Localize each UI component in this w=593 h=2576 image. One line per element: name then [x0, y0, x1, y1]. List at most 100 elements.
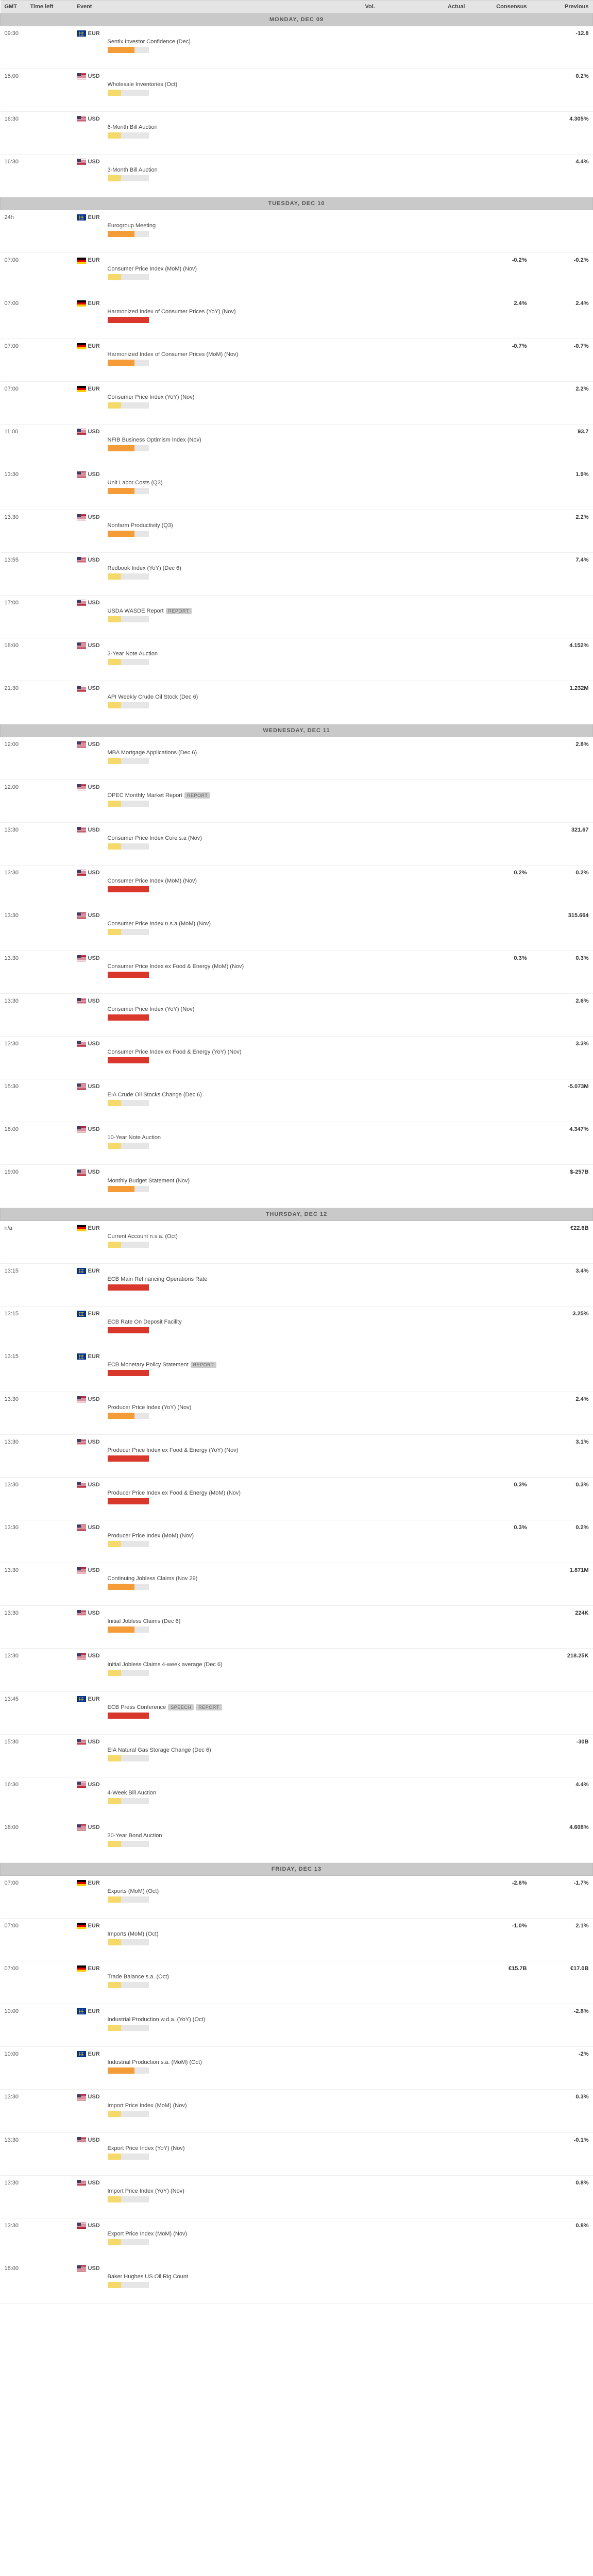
event-name[interactable]: Consumer Price Index (MoM) (Nov)	[108, 266, 357, 272]
event-cell[interactable]: USD3-Year Note Auction	[73, 638, 361, 681]
event-row[interactable]: n/aEURCurrent Account n.s.a. (Oct)€22.6B	[1, 1221, 593, 1263]
event-cell[interactable]: USDProducer Price Index ex Food & Energy…	[73, 1478, 361, 1520]
event-cell[interactable]: EUREurogroup Meeting	[73, 210, 361, 253]
event-name[interactable]: Exports (MoM) (Oct)	[108, 1888, 357, 1894]
event-name[interactable]: 6-Month Bill Auction	[108, 124, 357, 130]
event-cell[interactable]: EURSentix Investor Confidence (Dec)	[73, 26, 361, 69]
event-row[interactable]: 18:00USDBaker Hughes US Oil Rig Count	[1, 2261, 593, 2303]
event-name[interactable]: Current Account n.s.a. (Oct)	[108, 1233, 357, 1240]
event-name[interactable]: Industrial Production w.d.a. (YoY) (Oct)	[108, 2016, 357, 2023]
event-name[interactable]: ECB Main Refinancing Operations Rate	[108, 1276, 357, 1282]
event-name[interactable]: Consumer Price Index (YoY) (Nov)	[108, 1006, 357, 1012]
event-row[interactable]: 13:30USDExport Price Index (MoM) (Nov)0.…	[1, 2218, 593, 2261]
event-cell[interactable]: USDOPEC Monthly Market ReportREPORT	[73, 779, 361, 822]
event-row[interactable]: 13:30USDConsumer Price Index (MoM) (Nov)…	[1, 865, 593, 908]
event-row[interactable]: 12:00USDMBA Mortgage Applications (Dec 6…	[1, 737, 593, 779]
event-row[interactable]: 07:00EURHarmonized Index of Consumer Pri…	[1, 338, 593, 381]
event-row[interactable]: 18:00USD3-Year Note Auction4.152%	[1, 638, 593, 681]
event-name[interactable]: Initial Jobless Claims 4-week average (D…	[108, 1662, 357, 1668]
event-cell[interactable]: EURECB Rate On Deposit Facility	[73, 1306, 361, 1349]
event-cell[interactable]: USDUnit Labor Costs (Q3)	[73, 467, 361, 510]
event-name[interactable]: API Weekly Crude Oil Stock (Dec 6)	[108, 694, 357, 700]
event-name[interactable]: Export Price Index (MoM) (Nov)	[108, 2231, 357, 2237]
event-row[interactable]: 13:30USDInitial Jobless Claims 4-week av…	[1, 1649, 593, 1691]
event-row[interactable]: 15:30USDEIA Crude Oil Stocks Change (Dec…	[1, 1079, 593, 1122]
event-cell[interactable]: USDEIA Natural Gas Storage Change (Dec 6…	[73, 1734, 361, 1777]
hdr-timeleft[interactable]: Time left	[26, 1, 73, 13]
event-row[interactable]: 13:30USDUnit Labor Costs (Q3)1.9%	[1, 467, 593, 510]
event-name[interactable]: Monthly Budget Statement (Nov)	[108, 1178, 357, 1184]
event-row[interactable]: 19:00USDMonthly Budget Statement (Nov)$-…	[1, 1165, 593, 1208]
hdr-gmt[interactable]: GMT	[1, 1, 26, 13]
event-row[interactable]: 13:30USDExport Price Index (YoY) (Nov)-0…	[1, 2132, 593, 2175]
event-name[interactable]: Eurogroup Meeting	[108, 223, 357, 229]
event-cell[interactable]: USDInitial Jobless Claims 4-week average…	[73, 1649, 361, 1691]
event-cell[interactable]: USDUSDA WASDE ReportREPORT	[73, 596, 361, 638]
event-name[interactable]: 30-Year Bond Auction	[108, 1833, 357, 1839]
event-row[interactable]: 21:30USDAPI Weekly Crude Oil Stock (Dec …	[1, 681, 593, 724]
event-cell[interactable]: USDNonfarm Productivity (Q3)	[73, 510, 361, 553]
event-name[interactable]: Producer Price Index ex Food & Energy (Y…	[108, 1447, 357, 1453]
event-name[interactable]: Producer Price Index (MoM) (Nov)	[108, 1533, 357, 1539]
event-name[interactable]: Consumer Price Index ex Food & Energy (Y…	[108, 1049, 357, 1055]
event-name[interactable]: ECB Rate On Deposit Facility	[108, 1319, 357, 1325]
event-row[interactable]: 13:15EURECB Rate On Deposit Facility3.25…	[1, 1306, 593, 1349]
event-name[interactable]: EIA Natural Gas Storage Change (Dec 6)	[108, 1747, 357, 1753]
event-cell[interactable]: USDWholesale Inventories (Oct)	[73, 69, 361, 112]
event-name[interactable]: ECB Press ConferenceSPEECHREPORT	[108, 1704, 357, 1710]
event-row[interactable]: 07:00EURTrade Balance s.a. (Oct)€15.7B€1…	[1, 1961, 593, 2004]
event-name[interactable]: Initial Jobless Claims (Dec 6)	[108, 1618, 357, 1624]
event-name[interactable]: Consumer Price Index (MoM) (Nov)	[108, 878, 357, 884]
event-cell[interactable]: USDAPI Weekly Crude Oil Stock (Dec 6)	[73, 681, 361, 724]
event-name[interactable]: Sentix Investor Confidence (Dec)	[108, 39, 357, 45]
event-cell[interactable]: USD4-Week Bill Auction	[73, 1777, 361, 1820]
event-name[interactable]: NFIB Business Optimism Index (Nov)	[108, 437, 357, 443]
event-cell[interactable]: USDProducer Price Index (MoM) (Nov)	[73, 1520, 361, 1563]
event-row[interactable]: 10:00EURIndustrial Production w.d.a. (Yo…	[1, 2004, 593, 2047]
event-row[interactable]: 07:00EURExports (MoM) (Oct)-2.6%-1.7%	[1, 1875, 593, 1918]
event-cell[interactable]: USDProducer Price Index (YoY) (Nov)	[73, 1392, 361, 1434]
event-cell[interactable]: USDNFIB Business Optimism Index (Nov)	[73, 424, 361, 467]
event-row[interactable]: 13:45EURECB Press ConferenceSPEECHREPORT	[1, 1691, 593, 1734]
event-row[interactable]: 07:00EURHarmonized Index of Consumer Pri…	[1, 296, 593, 338]
event-row[interactable]: 13:30USDConsumer Price Index Core s.a (N…	[1, 822, 593, 865]
event-cell[interactable]: USD3-Month Bill Auction	[73, 155, 361, 197]
event-cell[interactable]: USDMonthly Budget Statement (Nov)	[73, 1165, 361, 1208]
event-row[interactable]: 15:30USDEIA Natural Gas Storage Change (…	[1, 1734, 593, 1777]
event-row[interactable]: 07:00EURImports (MoM) (Oct)-1.0%2.1%	[1, 1919, 593, 1961]
event-cell[interactable]: USDEIA Crude Oil Stocks Change (Dec 6)	[73, 1079, 361, 1122]
event-name[interactable]: ECB Monetary Policy StatementREPORT	[108, 1362, 357, 1368]
event-name[interactable]: OPEC Monthly Market ReportREPORT	[108, 792, 357, 799]
event-cell[interactable]: USDImport Price Index (MoM) (Nov)	[73, 2090, 361, 2132]
event-row[interactable]: 13:30USDConsumer Price Index (YoY) (Nov)…	[1, 994, 593, 1037]
event-row[interactable]: 18:00USD10-Year Note Auction4.347%	[1, 1122, 593, 1165]
event-row[interactable]: 13:30USDProducer Price Index (MoM) (Nov)…	[1, 1520, 593, 1563]
event-cell[interactable]: USDImport Price Index (YoY) (Nov)	[73, 2175, 361, 2218]
event-cell[interactable]: USDContinuing Jobless Claims (Nov 29)	[73, 1563, 361, 1606]
event-row[interactable]: 09:30EURSentix Investor Confidence (Dec)…	[1, 26, 593, 69]
event-cell[interactable]: USDConsumer Price Index Core s.a (Nov)	[73, 822, 361, 865]
event-cell[interactable]: USDExport Price Index (YoY) (Nov)	[73, 2132, 361, 2175]
event-cell[interactable]: EURECB Press ConferenceSPEECHREPORT	[73, 1691, 361, 1734]
event-cell[interactable]: USDProducer Price Index ex Food & Energy…	[73, 1435, 361, 1478]
event-row[interactable]: 13:30USDProducer Price Index ex Food & E…	[1, 1435, 593, 1478]
event-row[interactable]: 07:00EURConsumer Price Index (YoY) (Nov)…	[1, 381, 593, 424]
event-cell[interactable]: EURImports (MoM) (Oct)	[73, 1919, 361, 1961]
event-name[interactable]: Producer Price Index (YoY) (Nov)	[108, 1404, 357, 1411]
event-name[interactable]: USDA WASDE ReportREPORT	[108, 608, 357, 614]
event-row[interactable]: 12:00USDOPEC Monthly Market ReportREPORT	[1, 779, 593, 822]
event-cell[interactable]: EURECB Monetary Policy StatementREPORT	[73, 1349, 361, 1392]
event-cell[interactable]: USDRedbook Index (YoY) (Dec 6)	[73, 553, 361, 596]
event-name[interactable]: Baker Hughes US Oil Rig Count	[108, 2274, 357, 2280]
event-name[interactable]: MBA Mortgage Applications (Dec 6)	[108, 750, 357, 756]
event-name[interactable]: Import Price Index (YoY) (Nov)	[108, 2188, 357, 2194]
event-cell[interactable]: USD6-Month Bill Auction	[73, 112, 361, 155]
event-cell[interactable]: EURHarmonized Index of Consumer Prices (…	[73, 296, 361, 338]
event-name[interactable]: Export Price Index (YoY) (Nov)	[108, 2145, 357, 2151]
event-row[interactable]: 11:00USDNFIB Business Optimism Index (No…	[1, 424, 593, 467]
event-row[interactable]: 17:00USDUSDA WASDE ReportREPORT	[1, 596, 593, 638]
event-name[interactable]: Consumer Price Index (YoY) (Nov)	[108, 394, 357, 400]
event-cell[interactable]: USDBaker Hughes US Oil Rig Count	[73, 2261, 361, 2303]
event-row[interactable]: 10:00EURIndustrial Production s.a. (MoM)…	[1, 2047, 593, 2090]
hdr-event[interactable]: Event	[73, 1, 361, 13]
